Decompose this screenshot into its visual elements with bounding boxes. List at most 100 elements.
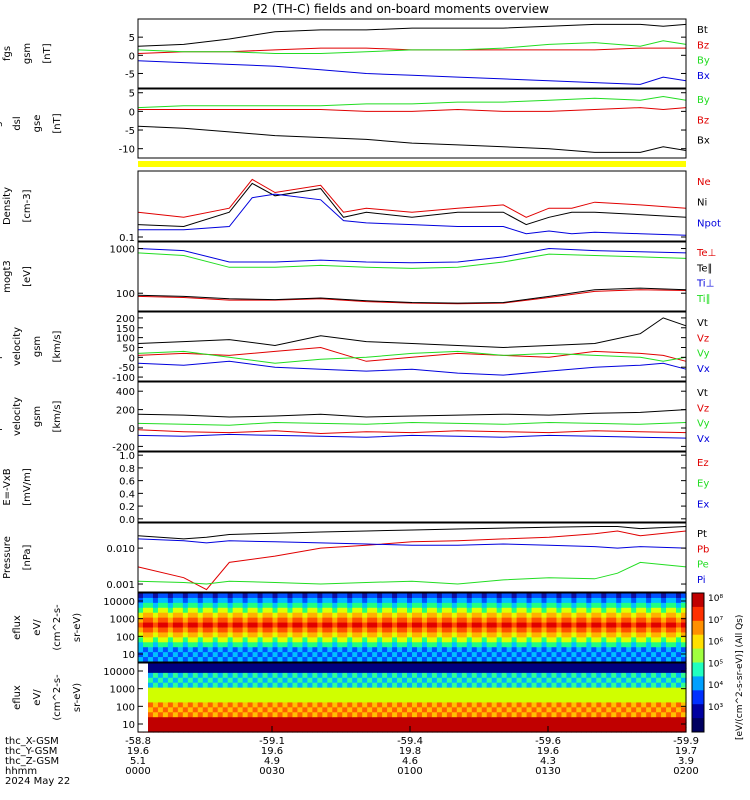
- spectrogram-cell: [262, 722, 269, 728]
- spectrogram-cell: [661, 672, 667, 679]
- y-tick-label: -50: [119, 363, 135, 374]
- spectrogram-cell: [591, 672, 597, 679]
- spectrogram-cell: [446, 622, 453, 629]
- spectrogram-cell: [322, 672, 328, 679]
- spectrogram-cell: [217, 682, 224, 689]
- spectrogram-cell: [147, 722, 154, 728]
- spectrogram-cell: [362, 607, 368, 614]
- spectrogram-cell: [267, 663, 274, 669]
- spectrogram-cell: [456, 702, 463, 708]
- spectrogram-cell: [142, 632, 149, 638]
- spectrogram-cell: [546, 617, 553, 624]
- spectrogram-cell: [197, 612, 204, 619]
- spectrogram-cell: [367, 672, 373, 679]
- spectrogram-cell: [222, 593, 229, 599]
- spectrogram-cell: [172, 702, 179, 708]
- y-tick-label: 100: [116, 632, 135, 643]
- spectrogram-cell: [471, 637, 478, 643]
- spectrogram-cell: [621, 663, 627, 669]
- spectrogram-cell: [481, 647, 488, 653]
- spectrogram-cell: [416, 622, 423, 629]
- spectrogram-cell: [322, 602, 328, 609]
- spectrogram-cell: [197, 617, 204, 624]
- spectrogram-cell: [202, 667, 209, 674]
- spectrogram-cell: [441, 652, 448, 658]
- spectrogram-cell: [267, 682, 274, 689]
- spectrogram-cell: [641, 602, 647, 609]
- spectrogram-cell: [491, 642, 498, 648]
- legend-Ti∥: Ti∥: [696, 294, 711, 305]
- spectrogram-cell: [407, 717, 413, 723]
- spectrogram-cell: [272, 627, 279, 634]
- spectrogram-cell: [272, 712, 279, 718]
- spectrogram-cell: [347, 652, 353, 658]
- series-line-Pt: [137, 526, 687, 540]
- spectrogram-cell: [392, 642, 398, 648]
- spectrogram-cell: [347, 687, 353, 694]
- spectrogram-cell: [167, 702, 174, 708]
- spectrogram-cell: [202, 697, 209, 704]
- spectrogram-cell: [436, 672, 443, 679]
- spectrogram-cell: [501, 627, 508, 634]
- spectrogram-cell: [501, 607, 508, 614]
- spectrogram-cell: [217, 597, 224, 604]
- spectrogram-cell: [282, 697, 289, 704]
- spectrogram-cell: [456, 622, 463, 629]
- spectrogram-cell: [217, 697, 224, 704]
- spectrogram-cell: [247, 622, 254, 629]
- spectrogram-cell: [621, 612, 627, 619]
- spectrogram-cell: [357, 663, 363, 669]
- spectrogram-cell: [247, 657, 254, 663]
- spectrogram-cell: [227, 727, 234, 733]
- spectrogram-cell: [177, 677, 184, 684]
- spectrogram-cell: [646, 687, 652, 694]
- spectrogram-cell: [476, 717, 483, 723]
- spectrogram-cell: [571, 707, 577, 713]
- spectrogram-cell: [292, 712, 299, 718]
- spectrogram-cell: [576, 622, 582, 629]
- spectrogram-cell: [362, 707, 368, 713]
- spectrogram-cell: [337, 707, 343, 713]
- spectrogram-cell: [307, 593, 313, 599]
- spectrogram-cell: [292, 593, 299, 599]
- spectrogram-cell: [601, 717, 607, 723]
- spectrogram-cell: [172, 663, 179, 669]
- spectrogram-cell: [222, 652, 229, 658]
- spectrogram-cell: [197, 622, 204, 629]
- spectrogram-cell: [307, 702, 313, 708]
- spectrogram-cell: [182, 602, 189, 609]
- spectrogram-cell: [606, 637, 612, 643]
- spectrogram-cell: [397, 672, 403, 679]
- spectrogram-cell: [192, 677, 199, 684]
- spectrogram-cell: [292, 612, 299, 619]
- spectrogram-cell: [412, 667, 418, 674]
- spectrogram-cell: [337, 597, 343, 604]
- spectrogram-cell: [237, 667, 244, 674]
- spectrogram-cell: [541, 697, 548, 704]
- spectrogram-cell: [187, 637, 194, 643]
- spectrogram-cell: [392, 697, 398, 704]
- y-tick-label: 0.8: [119, 464, 135, 475]
- spectrogram-cell: [431, 652, 438, 658]
- spectrogram-cell: [641, 692, 647, 699]
- spectrogram-cell: [367, 627, 373, 634]
- spectrogram-cell: [601, 702, 607, 708]
- spectrogram-cell: [601, 707, 607, 713]
- spectrogram-cell: [511, 727, 518, 733]
- spectrogram-cell: [466, 697, 473, 704]
- spectrogram-cell: [267, 652, 274, 658]
- spectrogram-cell: [651, 657, 657, 663]
- spectrogram-cell: [461, 722, 468, 728]
- spectrogram-cell: [292, 677, 299, 684]
- spectrogram-cell: [317, 632, 323, 638]
- spectrogram-cell: [387, 682, 393, 689]
- spectrogram-cell: [651, 627, 657, 634]
- spectrogram-cell: [367, 727, 373, 733]
- spectrogram-cell: [182, 722, 189, 728]
- spectrogram-cell: [347, 677, 353, 684]
- legend-Vz: Vz: [697, 403, 709, 414]
- spectrogram-cell: [312, 593, 318, 599]
- colorbar-tick-label: 10⁵: [708, 659, 723, 669]
- spectrogram-cell: [342, 722, 348, 728]
- spectrogram-cell: [506, 657, 513, 663]
